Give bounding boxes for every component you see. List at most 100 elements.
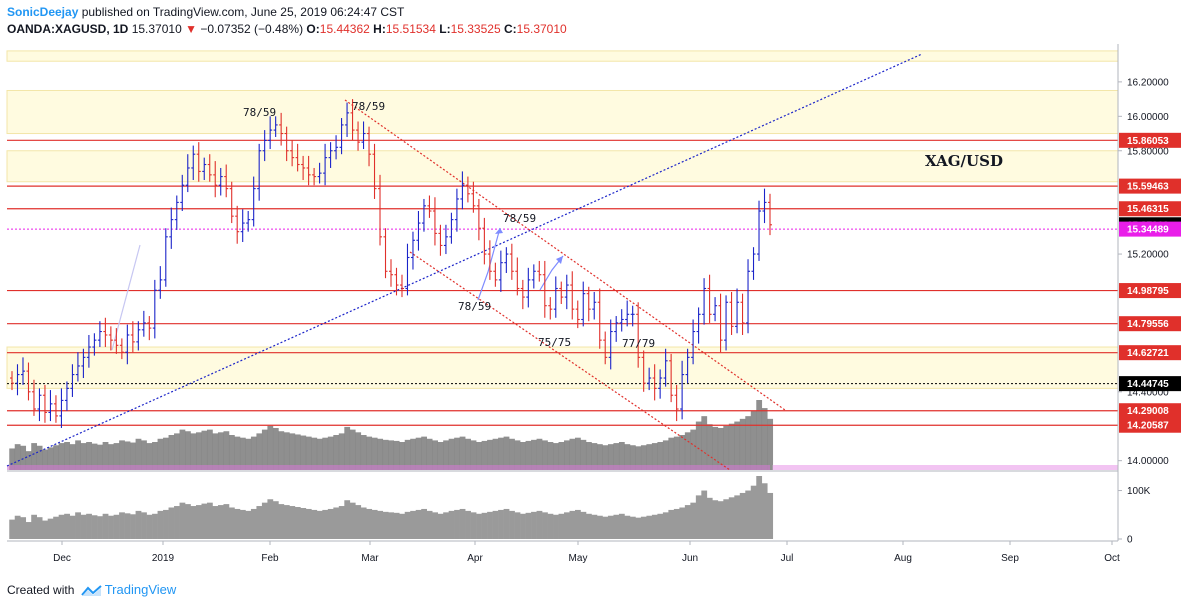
volume-overlay-bar	[245, 438, 252, 470]
volume-overlay-bar	[487, 439, 493, 470]
volume-bar	[108, 515, 114, 539]
volume-bar	[344, 500, 351, 539]
volume-bar	[42, 520, 49, 539]
volume-bar	[212, 506, 219, 539]
volume-overlay-bar	[640, 445, 647, 470]
channel-lower-line[interactable]	[409, 251, 731, 471]
volume-overlay-bar	[206, 429, 213, 470]
volume-baseline-band	[772, 465, 1118, 470]
volume-overlay-bar	[223, 431, 230, 470]
author-link[interactable]: SonicDeejay	[7, 5, 79, 19]
volume-overlay-bar	[602, 445, 609, 470]
volume-bar	[135, 510, 142, 539]
volume-bar	[360, 507, 367, 539]
volume-overlay-bar	[217, 432, 224, 470]
volume-overlay-bar	[344, 426, 351, 470]
time-tick-label: Feb	[261, 553, 279, 564]
volume-bar	[701, 490, 708, 539]
price-badge	[1119, 283, 1181, 299]
volume-overlay-bar	[410, 438, 417, 470]
volume-overlay-bar	[168, 435, 175, 470]
close-label: C:	[503, 22, 517, 36]
time-tick-label: Sep	[1001, 553, 1019, 564]
volume-overlay-bar	[86, 442, 92, 470]
price-axis[interactable]: 16.20000 16.00000 15.80000 15.20000 14.40000…	[1118, 77, 1169, 467]
volume-overlay-bar	[338, 433, 345, 470]
volume-bar	[256, 506, 263, 539]
volume-overlay-bar	[761, 408, 768, 470]
volume-bar	[547, 513, 554, 539]
price-tick-label: 15.80000	[1127, 146, 1169, 157]
price-badge	[1119, 178, 1181, 194]
volume-bar	[47, 518, 54, 539]
volume-bar	[585, 513, 592, 539]
volume-bar	[684, 505, 691, 539]
time-axis[interactable]: Dec 2019 Feb Mar Apr May Jun Jul Aug Sep Oct	[53, 541, 1120, 564]
volume-overlay-bar	[283, 432, 290, 470]
price-badge-label: 15.34489	[1127, 225, 1169, 236]
volume-bar	[338, 506, 345, 539]
projection-path-1[interactable]	[477, 227, 501, 301]
volume-bar	[179, 502, 186, 539]
price-badge	[1119, 221, 1181, 237]
volume-bar	[366, 508, 373, 539]
volume-bar	[239, 509, 246, 539]
time-tick-label: Apr	[467, 553, 483, 564]
volume-overlay-bar	[14, 444, 21, 470]
volume-bar	[124, 513, 131, 539]
volume-bar	[695, 495, 702, 539]
price-badge-label: 14.44745	[1127, 379, 1169, 390]
volume-overlay-bar	[124, 441, 131, 470]
low-value: 15.33525	[450, 22, 501, 36]
volume-overlay-bar	[701, 416, 708, 470]
volume-overlay-bar	[481, 440, 488, 470]
volume-bar	[327, 508, 334, 539]
volume-overlay-bar	[355, 432, 362, 470]
volume-overlay-bar	[135, 438, 142, 470]
volume-bar	[300, 507, 307, 539]
volume-bar	[536, 510, 543, 539]
volume-bar	[152, 513, 158, 539]
volume-overlay-bar	[294, 434, 301, 470]
price-badge-label: 15.86053	[1127, 136, 1169, 147]
volume-bar	[443, 512, 449, 539]
volume-bar	[591, 514, 598, 539]
volume-overlay-bar	[723, 425, 730, 470]
volume-bar	[206, 502, 213, 539]
volume-bar	[723, 499, 730, 539]
volume-bar	[613, 514, 620, 539]
tradingview-brand-link[interactable]: TradingView	[104, 582, 177, 597]
volume-overlay-bar	[520, 442, 526, 470]
symbol-label[interactable]: OANDA:XAGUSD, 1D	[7, 22, 129, 36]
volume-bar	[250, 508, 257, 539]
volume-overlay-bar	[476, 442, 482, 470]
time-tick-label: Aug	[894, 553, 912, 564]
price-chart[interactable]: 78/59 78/59 78/59 78/59 75/75 77/79 XAG/USD 1…	[0, 40, 1188, 580]
volume-overlay-bar	[575, 437, 581, 470]
volume-overlay-bar	[333, 435, 340, 470]
volume-bar	[761, 483, 768, 539]
volume-overlay-bar	[58, 443, 65, 470]
annotation-label: 78/59	[352, 100, 385, 113]
volume-bar	[514, 512, 521, 539]
volume-overlay-bar	[47, 447, 54, 470]
volume-overlay-bar	[228, 435, 235, 470]
volume-bar	[217, 505, 224, 539]
volume-bar	[267, 499, 274, 539]
volume-overlay-bar	[322, 437, 329, 470]
volume-bar	[542, 512, 548, 539]
ascending-trendline[interactable]	[6, 53, 923, 467]
volume-overlay-bar	[531, 439, 537, 470]
volume-overlay-bar	[190, 433, 197, 470]
channel-upper-line[interactable]	[344, 99, 786, 411]
volume-overlay-bar	[448, 438, 455, 470]
volume-overlay-bar	[668, 437, 675, 470]
volume-bar	[580, 511, 587, 539]
volume-overlay-bar	[91, 443, 98, 470]
volume-bar	[316, 510, 323, 539]
volume-overlay-bar	[564, 440, 570, 470]
volume-overlay-bar	[756, 400, 763, 470]
volume-overlay-bar	[152, 442, 158, 470]
volume-overlay-bar	[591, 443, 598, 470]
volume-overlay-bar	[745, 416, 752, 470]
